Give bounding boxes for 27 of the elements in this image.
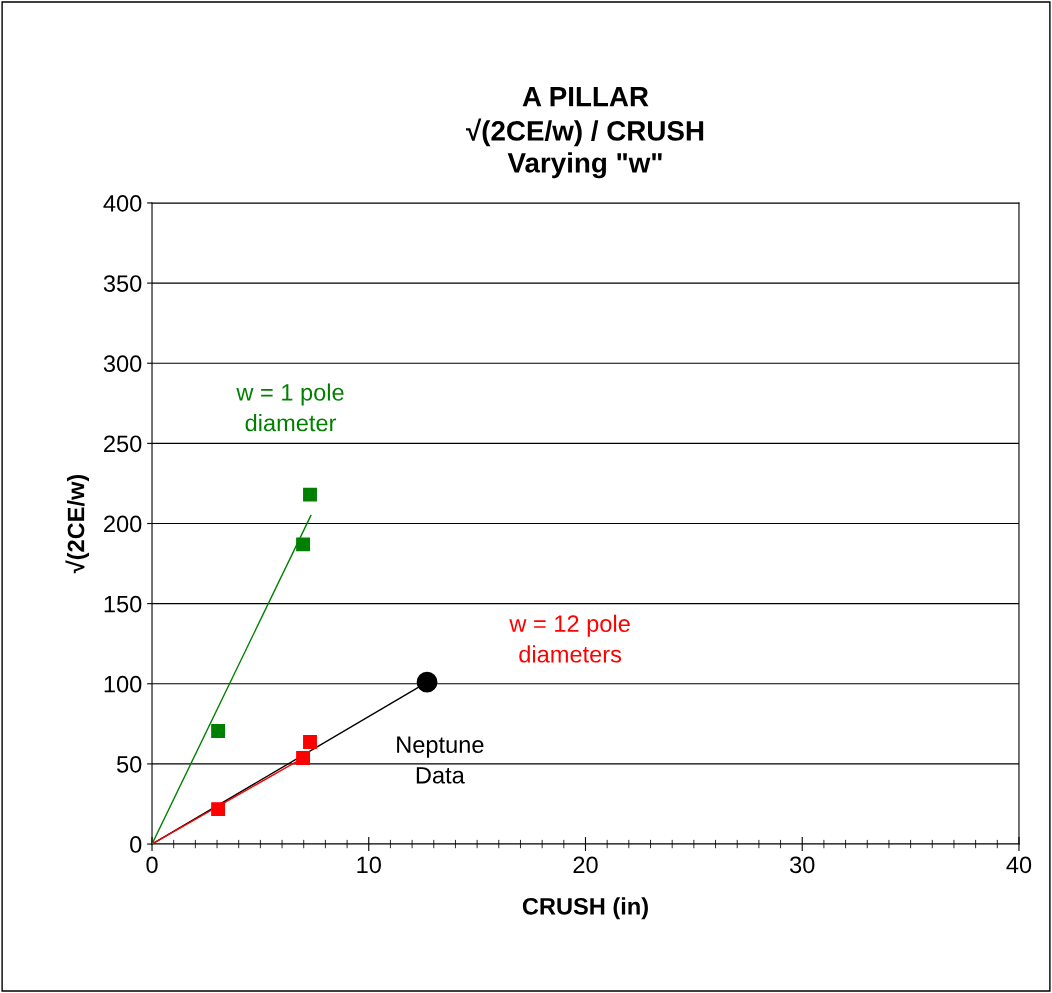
point	[211, 802, 226, 817]
y-tick-label: 400	[103, 195, 142, 212]
y-axis-title: √(2CE/w)	[65, 474, 90, 574]
point	[416, 671, 438, 693]
point	[296, 537, 311, 552]
y-tick-label: 100	[104, 675, 142, 693]
y-tick-label: 250	[104, 435, 142, 453]
x-tick-label: 20	[573, 856, 598, 874]
x-tick-label: 30	[790, 856, 815, 874]
point	[303, 487, 317, 502]
y-tick-label: 300	[103, 355, 142, 373]
y-tick-label: 200	[104, 515, 142, 533]
y-tick-label: 350	[103, 275, 142, 292]
y-tick-label: 50	[116, 755, 142, 773]
point	[303, 735, 317, 749]
y-tick-label: 150	[104, 595, 142, 613]
y-tick-label: 0	[130, 836, 142, 853]
text: w = 12 pole diameters	[509, 614, 630, 663]
point	[296, 751, 311, 765]
annotation: Neptune Data	[397, 736, 484, 784]
text: w = 1 pole diameter	[236, 383, 344, 432]
x-axis-title: CRUSH (in)	[522, 897, 648, 920]
x-tick-label: 40	[1006, 856, 1032, 874]
chart-title: A PILLAR √(2CE/w) / CRUSH Varying "w"	[466, 87, 704, 179]
x-tick-label: 0	[146, 856, 158, 874]
x-tick-label: 10	[357, 856, 381, 874]
point	[211, 724, 226, 739]
